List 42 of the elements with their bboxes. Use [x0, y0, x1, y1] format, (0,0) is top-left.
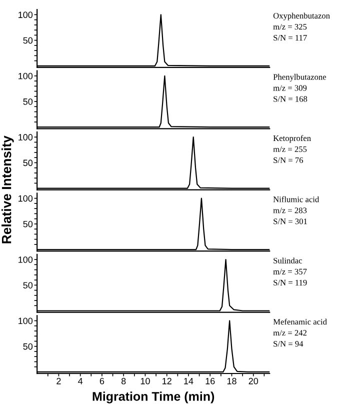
- text: m/z = 255: [273, 146, 307, 152]
- text: m/z = 309: [273, 85, 307, 91]
- text: Mefenamic acid: [273, 318, 327, 325]
- y-tick-label: 50: [23, 282, 33, 288]
- y-tick-label: 100: [18, 12, 33, 18]
- text: m/z = 283: [273, 208, 307, 214]
- text: m/z = 357: [273, 268, 307, 274]
- x-tick-label: 18: [227, 378, 236, 384]
- text: S/N = 94: [274, 341, 304, 347]
- text: S/N = 301: [274, 218, 307, 224]
- text: S/N = 119: [274, 280, 307, 286]
- text: Oxyphenbutazon: [273, 12, 330, 20]
- text: S/N = 76: [274, 157, 304, 163]
- y-tick-label: 50: [23, 343, 33, 350]
- text: Phenylbutazone: [273, 74, 326, 82]
- text: S/N = 168: [274, 96, 308, 102]
- y-tick-label: 100: [18, 256, 33, 263]
- x-tick-label: 4: [78, 378, 83, 384]
- x-tick-label: 8: [121, 378, 126, 384]
- text: m/z = 242: [273, 330, 306, 336]
- text: S/N = 117: [274, 34, 307, 41]
- y-tick-label: 50: [23, 220, 33, 228]
- x-tick-label: 2: [56, 378, 61, 384]
- text: Sulindac: [274, 258, 302, 264]
- y-tick-label: 50: [23, 98, 33, 105]
- x-tick-label: 12: [162, 378, 172, 384]
- text: Niflumic acid: [273, 196, 320, 202]
- y-tick-label: 100: [18, 134, 33, 140]
- y-tick-label: 50: [23, 37, 33, 44]
- y-tick-label: 100: [18, 72, 33, 80]
- x-tick-label: 14: [184, 378, 194, 384]
- y-axis-title: Relative Intensity: [2, 136, 14, 244]
- y-tick-label: 100: [18, 318, 33, 324]
- x-tick-label: 20: [248, 378, 258, 384]
- x-tick-label: 16: [206, 378, 215, 384]
- y-tick-label: 50: [23, 160, 33, 166]
- x-axis-title: Migration Time (min): [92, 392, 214, 404]
- y-tick-label: 100: [18, 195, 33, 202]
- x-tick-label: 6: [100, 378, 104, 384]
- text: m/z = 325: [273, 24, 307, 30]
- text: Ketoprofen: [273, 135, 311, 143]
- x-tick-label: 10: [140, 378, 150, 384]
